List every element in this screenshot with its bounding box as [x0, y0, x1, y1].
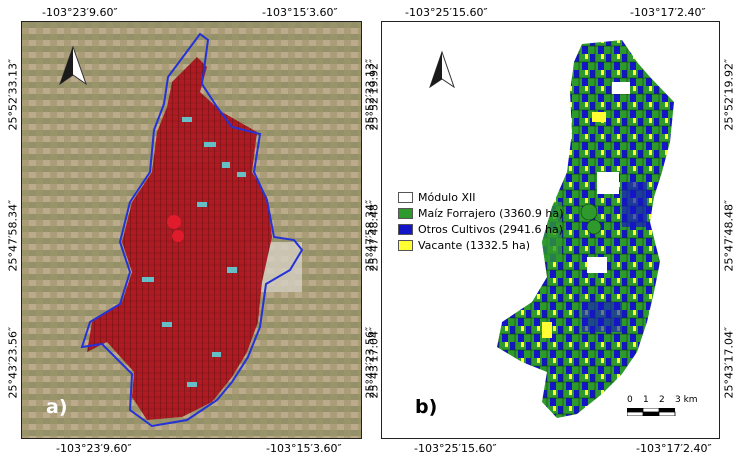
legend-label: Módulo XII	[418, 191, 476, 204]
panel-a-left-coord-2: 25°47′58.34″	[6, 199, 20, 272]
north-arrow-icon	[59, 45, 87, 86]
legend-label: Vacante (1332.5 ha)	[418, 239, 531, 252]
legend-swatch	[398, 192, 413, 203]
north-arrow-icon	[429, 50, 455, 89]
legend-swatch	[398, 240, 413, 251]
panel-a-bottom-coord-2: -103°15′3.60″	[266, 442, 342, 455]
panel-b-top-coord-2: -103°17′2.40″	[630, 6, 706, 19]
legend-label: Maíz Forrajero (3360.9 ha)	[418, 207, 564, 220]
scale-tick-label: 1	[643, 395, 649, 405]
legend-swatch	[398, 208, 413, 219]
pivot-field-b2	[586, 219, 602, 235]
panel-b-right-coord-1: 25°52′19.92″	[722, 58, 736, 131]
panel-a-top-coord-1: -103°23′9.60″	[42, 6, 118, 19]
panel-b-right-coord-3: 25°43′17.04″	[722, 326, 736, 399]
panel-b-right-coord-2: 25°47′48.48″	[722, 199, 736, 272]
panel-b-top-coord-1: -103°25′15.60″	[405, 6, 488, 19]
module-boundary	[80, 32, 304, 428]
scale-tick-label: 3 km	[675, 395, 698, 405]
legend-item: Maíz Forrajero (3360.9 ha)	[398, 207, 563, 220]
classification-map-panel: b)	[381, 21, 720, 439]
legend-item: Otros Cultivos (2941.6 ha)	[398, 223, 563, 236]
legend-item: Vacante (1332.5 ha)	[398, 239, 530, 252]
panel-a-label: a)	[46, 396, 68, 418]
panel-b-label: b)	[415, 396, 438, 418]
panel-b-bottom-coord-2: -103°17′2.40″	[636, 442, 712, 455]
scale-bar-graphic	[627, 408, 676, 416]
panel-b-bottom-coord-1: -103°25′15.60″	[414, 442, 497, 455]
legend-swatch	[398, 224, 413, 235]
panel-a-top-coord-2: -103°15′3.60″	[262, 6, 338, 19]
panel-a-left-coord-1: 25°52′33.13″	[6, 58, 20, 131]
satellite-map-panel: a)	[21, 21, 362, 439]
panel-b-left-coord-3: 25°43′17.04″	[367, 326, 381, 399]
scale-tick-label: 0	[627, 395, 633, 405]
scale-tick-label: 2	[659, 395, 665, 405]
panel-b-left-coord-1: 25°52′19.92″	[367, 58, 381, 131]
panel-a-bottom-coord-1: -103°23′9.60″	[56, 442, 132, 455]
pivot-field-2	[172, 230, 184, 242]
satellite-map	[22, 22, 361, 438]
legend-item: Módulo XII	[398, 191, 475, 204]
legend-label: Otros Cultivos (2941.6 ha)	[418, 223, 564, 236]
cyan-parcels	[142, 117, 246, 387]
pivot-field-1	[167, 215, 181, 229]
panel-b-left-coord-2: 25°47′48.48″	[367, 199, 381, 272]
panel-a-left-coord-3: 25°43′23.56″	[6, 326, 20, 399]
pivot-field-b1	[580, 203, 598, 221]
classification-map	[497, 40, 674, 418]
